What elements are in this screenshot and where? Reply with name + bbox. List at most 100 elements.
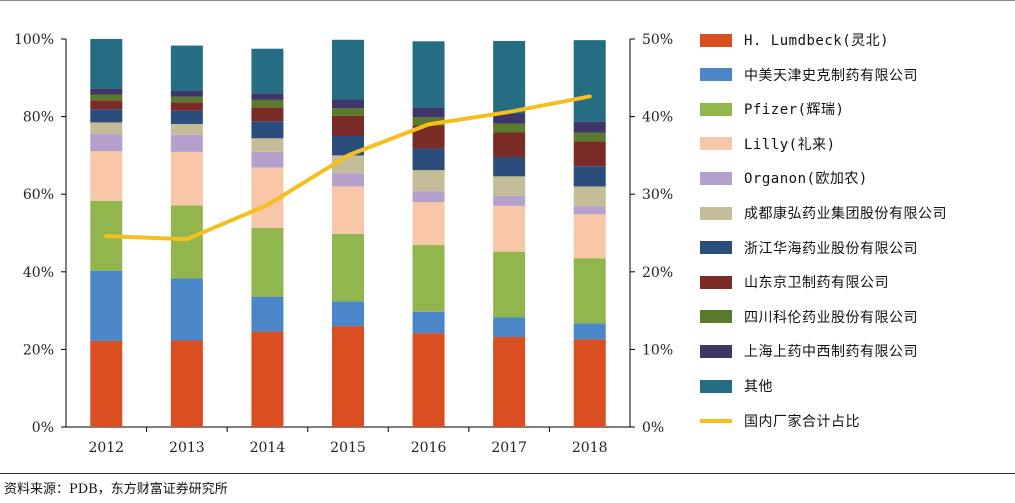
y-right-tick-label: 40% [642, 110, 673, 126]
bar-segment [412, 117, 445, 126]
line-point [426, 122, 431, 127]
bar-segment [573, 186, 606, 207]
legend-item: H. Lumdbeck(灵北) [700, 30, 889, 50]
bar-segment [170, 96, 203, 103]
bar-segment [170, 340, 203, 427]
legend-item: 成都康弘药业集团股份有限公司 [700, 203, 947, 223]
bar-segment [170, 134, 203, 152]
bar-segment [170, 90, 203, 97]
bar-segment [251, 121, 284, 139]
line-point [587, 94, 592, 99]
bar-segment [573, 206, 606, 215]
legend-label: 山东京卫制药有限公司 [744, 275, 889, 292]
stacked-bar-line-chart: 0% 20% 40% 60% 80% 100% 0% 10% 20% 30% 40% 50% 2012 2… [14, 32, 673, 456]
bar-segment [493, 176, 526, 196]
bar-segment [493, 195, 526, 206]
bar-segment [170, 205, 203, 279]
y-left-tick-label: 20% [23, 342, 54, 358]
y-left-tick-label: 60% [23, 187, 54, 203]
legend-label: H. Lumdbeck(灵北) [744, 33, 890, 49]
legend-item: Organon(欧加农) [700, 168, 868, 188]
legend-label: 浙江华海药业股份有限公司 [744, 240, 918, 257]
legend-label: 四川科伦药业股份有限公司 [744, 309, 918, 326]
bar-segment [412, 148, 445, 171]
chart-ticks: 0% 20% 40% 60% 80% 100% 0% 10% 20% 30% 40% 50% 2012 2… [14, 32, 673, 456]
bar-segment [90, 134, 123, 152]
bar-segment [493, 123, 526, 133]
bar-segment [573, 214, 606, 259]
legend-item: Pfizer(辉瑞) [700, 99, 844, 119]
y-left-tick-label: 80% [23, 110, 54, 126]
bar-segment [412, 311, 445, 334]
legend-line-swatch [700, 418, 732, 423]
bar-segment [90, 151, 123, 201]
bar-segment [573, 323, 606, 340]
legend-label: 上海上药中西制药有限公司 [744, 344, 918, 361]
bar-segment [412, 125, 445, 149]
bar-segment [251, 93, 284, 100]
y-right-tick-label: 10% [642, 342, 673, 358]
bar-segment [332, 99, 364, 109]
bar-segment [251, 331, 284, 427]
bar-segment [493, 251, 526, 318]
legend-label: Lilly(礼来) [744, 136, 836, 153]
bar-segment [493, 113, 526, 124]
bar-segment [332, 115, 364, 136]
x-tick-label: 2015 [330, 440, 366, 456]
legend-label: 成都康弘药业集团股份有限公司 [744, 206, 947, 222]
y-right-tick-label: 20% [642, 265, 673, 281]
bar-segment [251, 151, 284, 168]
top-rule [0, 0, 1015, 1]
bar-segment [90, 39, 123, 89]
bar-segment [90, 340, 123, 427]
legend-item: 中美天津史克制药有限公司 [700, 65, 918, 85]
bar-segment [170, 123, 203, 135]
line-point [104, 234, 109, 238]
bar-segment [332, 233, 364, 302]
bottom-rule [0, 473, 1015, 474]
bar-segment [493, 132, 526, 157]
legend-item: 上海上药中西制药有限公司 [700, 341, 918, 361]
y-right-tick-label: 0% [642, 420, 664, 436]
legend-swatch [700, 137, 732, 151]
legend-swatch [700, 310, 732, 324]
legend-label: Organon(欧加农) [744, 171, 868, 188]
bar-segment [332, 326, 364, 427]
legend-swatch [700, 379, 732, 393]
bar-segment [251, 99, 284, 108]
chart-bars [90, 39, 606, 427]
bar-segment [170, 102, 203, 111]
bar-segment [573, 166, 606, 187]
legend-item: 四川科伦药业股份有限公司 [700, 307, 918, 327]
bar-segment [412, 41, 445, 108]
bar-segment [412, 333, 445, 427]
bar-segment [90, 109, 123, 123]
chart-axes [61, 38, 635, 432]
y-right-tick-label: 50% [642, 32, 673, 48]
bar-segment [90, 94, 123, 101]
bar-segment [251, 296, 284, 332]
legend-label: 国内厂家合计占比 [744, 413, 860, 430]
bar-segment [90, 88, 123, 95]
legend-item: 山东京卫制药有限公司 [700, 272, 889, 292]
bar-segment [412, 191, 445, 202]
bar-segment [573, 339, 606, 427]
x-tick-label: 2017 [491, 440, 527, 456]
y-left-tick-label: 100% [14, 32, 54, 48]
legend-swatch [700, 171, 732, 185]
legend-label: 其他 [744, 379, 773, 395]
x-tick-label: 2012 [88, 440, 124, 456]
legend-swatch [700, 275, 732, 289]
legend-swatch [700, 102, 732, 116]
legend-label: Pfizer(辉瑞) [744, 102, 845, 119]
bar-segment [573, 40, 606, 122]
x-tick-label: 2013 [169, 440, 205, 456]
legend-swatch [700, 68, 732, 82]
bar-segment [170, 151, 203, 206]
chart-line [104, 94, 592, 242]
bar-segment [573, 132, 606, 142]
y-left-tick-label: 0% [32, 420, 54, 436]
legend-swatch [700, 206, 732, 220]
line-point [185, 237, 189, 242]
bar-segment [332, 173, 364, 187]
